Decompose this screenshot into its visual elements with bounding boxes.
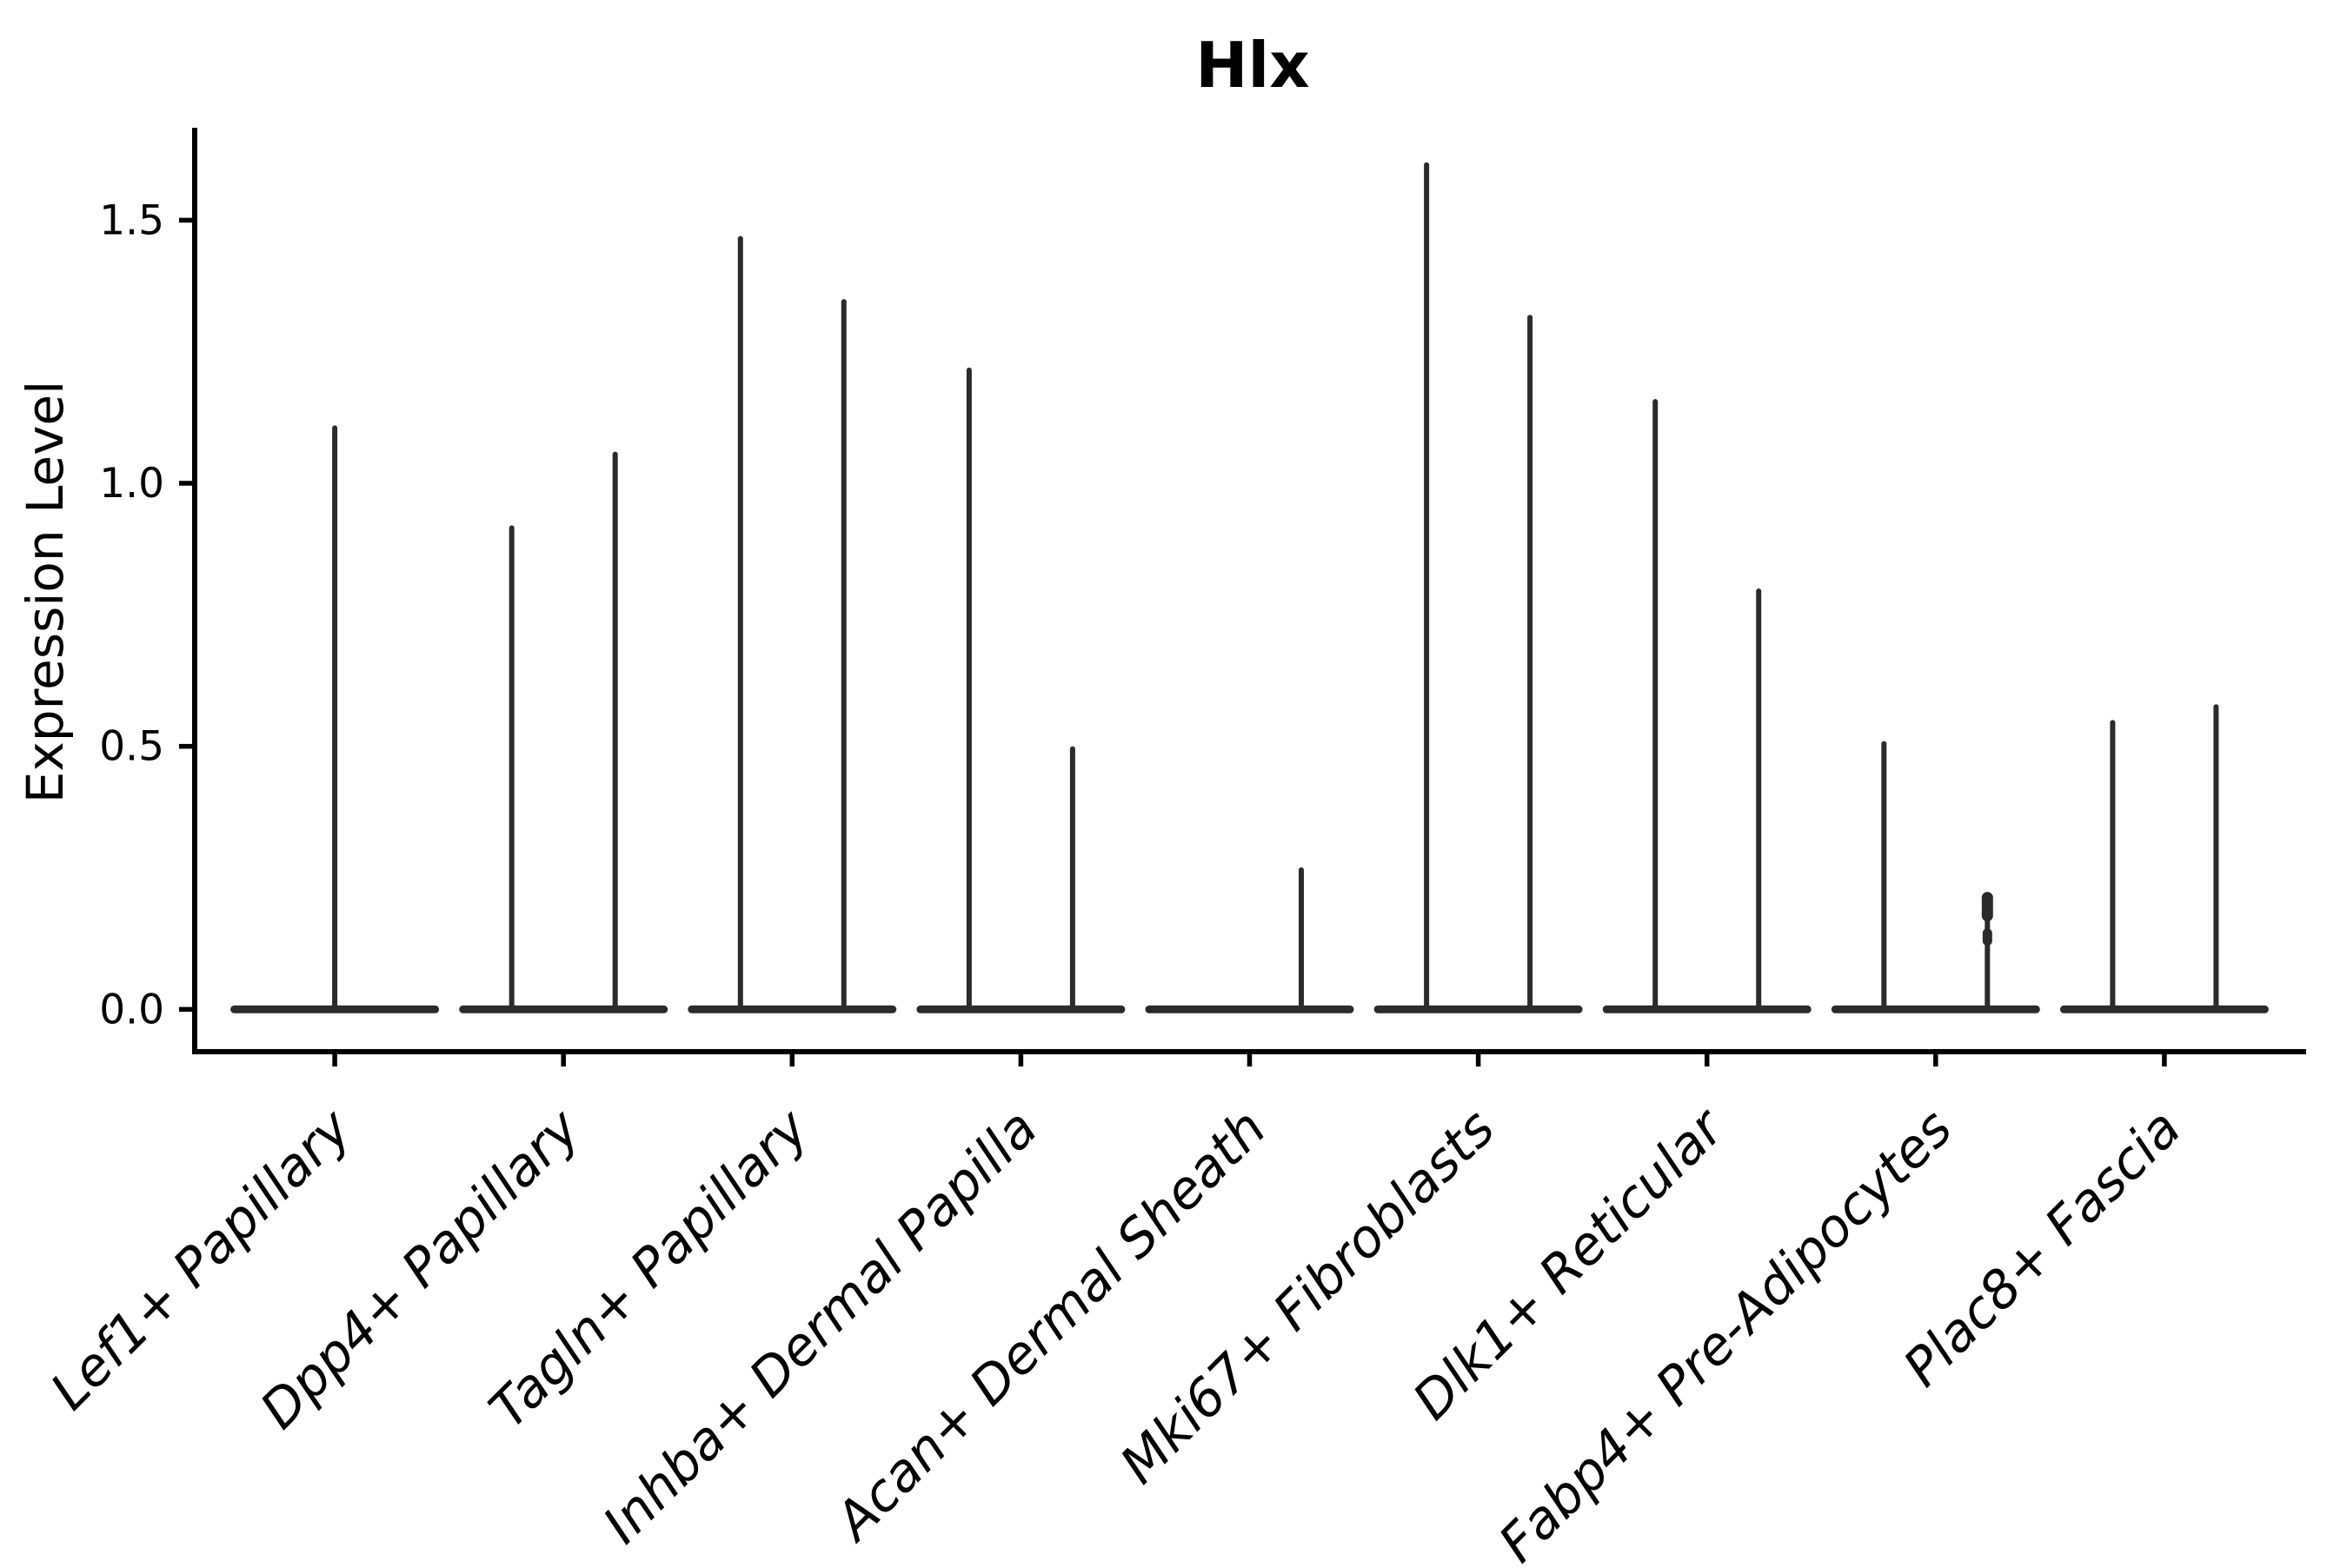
x-tick — [1018, 1054, 1024, 1066]
y-tick — [179, 481, 192, 486]
y-tick — [179, 1007, 192, 1013]
chart-title: Hlx — [1195, 29, 1309, 102]
x-tick — [1247, 1054, 1253, 1066]
violin-spike-knob — [1982, 928, 1992, 947]
x-tick-label: Fabp4+ Pre-Adipocytes — [1487, 1098, 1964, 1565]
violins — [230, 162, 2269, 1013]
y-tick — [179, 743, 192, 749]
y-axis-label: Expression Level — [16, 381, 75, 803]
x-tick — [1475, 1054, 1481, 1066]
axis-left-spine — [192, 128, 197, 1054]
violin-base — [1831, 1005, 2040, 1013]
axes: 0.0 0.5 1.0 1.5 — [99, 128, 2306, 1066]
x-tick — [1933, 1054, 1938, 1066]
x-tick — [2162, 1054, 2167, 1066]
x-tick-label: Acan+ Dermal Sheath — [821, 1098, 1278, 1554]
x-tick — [1704, 1054, 1710, 1066]
x-tick — [561, 1054, 566, 1066]
x-tick — [789, 1054, 795, 1066]
violin-base — [1602, 1005, 1812, 1013]
violin-base — [2059, 1005, 2269, 1013]
y-tick-label: 0.5 — [99, 723, 164, 771]
axis-bottom-spine — [192, 1049, 2306, 1054]
x-tick — [332, 1054, 337, 1066]
violin-spike-knob — [1981, 892, 1993, 922]
y-tick-label: 0.0 — [99, 986, 164, 1033]
x-tick-label: Mki67+ Fibroblasts — [1109, 1098, 1507, 1496]
violin-base — [916, 1005, 1126, 1013]
y-tick-label: 1.5 — [99, 196, 164, 244]
violin-base — [688, 1005, 897, 1013]
y-tick — [179, 217, 192, 223]
violin-base — [459, 1005, 668, 1013]
x-tick-label: Inhba+ Dermal Papilla — [592, 1098, 1049, 1555]
y-tick-label: 1.0 — [99, 460, 164, 508]
violin-base — [1145, 1005, 1354, 1013]
violin-base — [1373, 1005, 1583, 1013]
